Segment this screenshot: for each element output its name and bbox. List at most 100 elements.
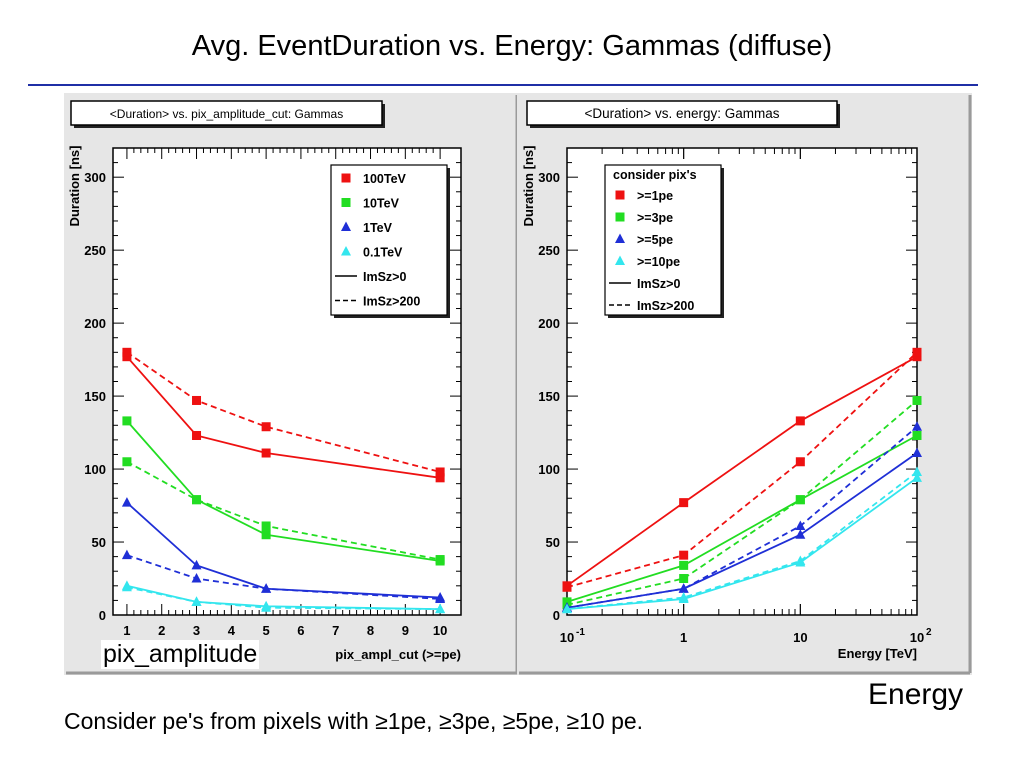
- y-tick-label: 200: [84, 316, 106, 331]
- series-line: [126, 554, 441, 600]
- x-tick-label: 5: [263, 623, 270, 638]
- data-point: [795, 529, 806, 539]
- legend-marker-3pe: [615, 212, 625, 222]
- series-line: [566, 351, 918, 589]
- series-1tev-dashed: [121, 549, 446, 603]
- data-point: [679, 574, 689, 584]
- y-tick-label: 250: [84, 243, 106, 258]
- y-tick-label: 250: [538, 243, 560, 258]
- data-point: [562, 582, 572, 592]
- series-line: [126, 460, 441, 561]
- y-tick-label: 300: [538, 170, 560, 185]
- series-10tev-dashed: [122, 457, 445, 565]
- chart-title-box: [70, 100, 383, 126]
- chart-title: <Duration> vs. pix_amplitude_cut: Gammas: [110, 107, 343, 121]
- duration-vs-energy-chart: <Duration> vs. energy: Gammas 0 50 100 150 20…: [517, 93, 972, 675]
- x-tick-label: 10: [560, 630, 574, 645]
- x-axis-label: pix_ampl_cut (>=pe): [335, 647, 461, 662]
- y-tick-label: 0: [99, 608, 106, 623]
- series-0-1tev-dashed: [121, 581, 446, 614]
- data-point: [192, 395, 202, 405]
- series-line: [126, 356, 441, 479]
- series-line: [566, 477, 918, 611]
- series-line: [126, 351, 441, 473]
- annotation-energy: Energy: [868, 678, 964, 711]
- legend: consider pix's >=1pe >=3pe >=5pe >=10pe ImSz>…: [604, 164, 724, 318]
- x-tick-label: 2: [158, 623, 165, 638]
- x-tick-label: 1: [680, 630, 687, 645]
- data-point: [192, 430, 202, 440]
- series-line: [566, 452, 918, 609]
- x-tick-exponent: 2: [926, 627, 932, 638]
- legend-label: >=3pe: [637, 211, 673, 225]
- data-point: [261, 583, 272, 593]
- legend-marker-5pe: [615, 233, 625, 243]
- slide-title: Avg. EventDuration vs. Energy: Gammas (d…: [191, 30, 833, 62]
- series-line: [566, 471, 918, 611]
- data-point: [562, 603, 572, 614]
- x-tick-label: 6: [297, 623, 304, 638]
- y-tick-label: 0: [553, 608, 560, 623]
- data-point: [679, 550, 689, 560]
- x-tick-label: 10: [433, 623, 447, 638]
- data-point: [121, 497, 132, 507]
- x-tick-label: 9: [402, 623, 409, 638]
- legend-box: [330, 164, 448, 316]
- data-point: [678, 591, 689, 602]
- series-line: [126, 586, 441, 611]
- data-point: [435, 593, 446, 603]
- legend-label: ImSz>0: [637, 277, 680, 291]
- data-point: [261, 602, 272, 612]
- y-axis-label: Duration [ns]: [67, 146, 82, 227]
- data-point: [912, 347, 922, 357]
- legend-label: >=5pe: [637, 233, 673, 247]
- duration-vs-pix-amplitude-chart: <Duration> vs. pix_amplitude_cut: Gammas…: [64, 93, 519, 675]
- x-tick-label: 10: [910, 630, 924, 645]
- x-tick-label: 8: [367, 623, 374, 638]
- data-point: [122, 416, 132, 426]
- data-point: [435, 603, 446, 614]
- legend-title: consider pix's: [613, 168, 697, 182]
- x-tick-exponent: -1: [576, 627, 585, 638]
- legend-label: 1TeV: [363, 221, 393, 235]
- data-point: [122, 457, 132, 467]
- legend-label: 0.1TeV: [363, 246, 403, 260]
- data-point: [679, 560, 689, 570]
- series-100tev-dashed: [122, 347, 445, 477]
- slide-caption: Consider pe's from pixels with ≥1pe, ≥3p…: [64, 708, 644, 734]
- legend: 100TeV 10TeV 1TeV 0.1TeV ImSz>0 ImSz>200: [330, 164, 450, 318]
- data-point: [912, 447, 922, 458]
- legend-label: ImSz>200: [637, 299, 694, 313]
- data-point: [435, 473, 445, 483]
- data-point: [912, 466, 922, 476]
- chart-title-box: [526, 100, 838, 126]
- legend-marker-10tev: [341, 198, 351, 207]
- y-tick-label: 200: [538, 316, 560, 331]
- y-tick-label: 50: [546, 535, 560, 550]
- data-point: [121, 581, 132, 592]
- data-point: [191, 559, 202, 570]
- data-point: [191, 573, 202, 583]
- legend-marker-100tev: [341, 173, 351, 183]
- series-10pe-dashed: [562, 466, 922, 614]
- data-point: [261, 448, 271, 458]
- x-tick-label: 7: [332, 623, 339, 638]
- legend-label: 100TeV: [363, 172, 407, 186]
- data-point: [678, 583, 689, 593]
- data-point: [261, 422, 271, 432]
- x-tick-label: 1: [123, 623, 130, 638]
- y-tick-label: 100: [538, 462, 560, 477]
- chart-panel-pix-amplitude: <Duration> vs. pix_amplitude_cut: Gammas…: [64, 93, 519, 675]
- y-axis-label: Duration [ns]: [521, 146, 536, 227]
- y-tick-label: 150: [538, 389, 560, 404]
- chart-title: <Duration> vs. energy: Gammas: [584, 106, 779, 121]
- x-tick-label: 3: [193, 623, 200, 638]
- data-point: [192, 495, 202, 505]
- data-point: [121, 549, 132, 560]
- y-tick-label: 300: [84, 170, 106, 185]
- data-point: [191, 596, 202, 606]
- data-point: [795, 416, 805, 426]
- data-point: [261, 530, 271, 540]
- legend-label: >=10pe: [637, 255, 680, 269]
- legend-marker-0-1tev: [341, 246, 351, 256]
